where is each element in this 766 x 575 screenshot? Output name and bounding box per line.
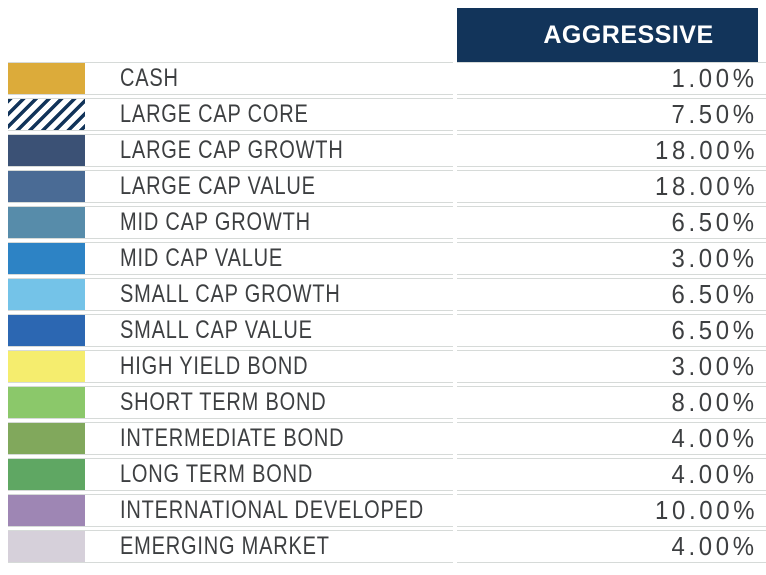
allocation-cell: 6.50% [457, 278, 766, 311]
asset-color-swatch [8, 531, 85, 562]
asset-color-swatch [8, 459, 85, 490]
allocation-cell: 4.00% [457, 422, 766, 455]
asset-label: LARGE CAP VALUE [120, 172, 316, 200]
asset-color-swatch [8, 423, 85, 454]
asset-allocation-value: 4.00% [671, 531, 758, 561]
asset-color-swatch [8, 207, 85, 238]
asset-allocation-value: 10.00% [654, 495, 758, 525]
asset-label: EMERGING MARKET [120, 532, 330, 560]
allocation-cell: 7.50% [457, 98, 766, 131]
asset-color-swatch [8, 99, 85, 130]
asset-label: HIGH YIELD BOND [120, 352, 309, 380]
asset-allocation-value: 18.00% [654, 135, 758, 165]
table-row: MID CAP VALUE 3.00% [0, 242, 766, 275]
table-row: LARGE CAP VALUE 18.00% [0, 170, 766, 203]
asset-allocation-value: 1.00% [671, 63, 758, 93]
allocation-cell: 1.00% [457, 62, 766, 95]
asset-allocation-value: 6.50% [671, 315, 758, 345]
allocation-cell: 10.00% [457, 494, 766, 527]
asset-label: CASH [120, 64, 179, 92]
table-row: HIGH YIELD BOND 3.00% [0, 350, 766, 383]
asset-allocation-value: 3.00% [671, 243, 758, 273]
asset-cell: MID CAP VALUE [8, 242, 453, 275]
column-header-label: AGGRESSIVE [543, 20, 714, 49]
asset-cell: LARGE CAP VALUE [8, 170, 453, 203]
allocation-cell: 3.00% [457, 242, 766, 275]
table-row: LARGE CAP CORE 7.50% [0, 98, 766, 131]
asset-allocation-value: 4.00% [671, 459, 758, 489]
asset-cell: MID CAP GROWTH [8, 206, 453, 239]
table-row: EMERGING MARKET 4.00% [0, 530, 766, 563]
table-row: LARGE CAP GROWTH 18.00% [0, 134, 766, 167]
table-row: CASH 1.00% [0, 62, 766, 95]
asset-label: INTERNATIONAL DEVELOPED [120, 496, 425, 524]
asset-cell: LARGE CAP GROWTH [8, 134, 453, 167]
allocation-cell: 4.00% [457, 458, 766, 491]
asset-cell: SMALL CAP GROWTH [8, 278, 453, 311]
asset-color-swatch [8, 135, 85, 166]
asset-cell: INTERNATIONAL DEVELOPED [8, 494, 453, 527]
asset-cell: LONG TERM BOND [8, 458, 453, 491]
asset-label: MID CAP GROWTH [120, 208, 311, 236]
table-row: MID CAP GROWTH 6.50% [0, 206, 766, 239]
table-row: SHORT TERM BOND 8.00% [0, 386, 766, 419]
asset-color-swatch [8, 63, 85, 94]
asset-label: INTERMEDIATE BOND [120, 424, 345, 452]
column-header-aggressive: AGGRESSIVE [457, 8, 758, 62]
asset-color-swatch [8, 495, 85, 526]
asset-label: MID CAP VALUE [120, 244, 284, 272]
asset-label: LARGE CAP GROWTH [120, 136, 344, 164]
table-row: INTERNATIONAL DEVELOPED 10.00% [0, 494, 766, 527]
allocation-cell: 3.00% [457, 350, 766, 383]
asset-cell: INTERMEDIATE BOND [8, 422, 453, 455]
asset-label: LARGE CAP CORE [120, 100, 309, 128]
asset-cell: LARGE CAP CORE [8, 98, 453, 131]
asset-allocation-value: 6.50% [671, 207, 758, 237]
asset-color-swatch [8, 279, 85, 310]
asset-label: SMALL CAP VALUE [120, 316, 313, 344]
allocation-cell: 6.50% [457, 206, 766, 239]
asset-cell: EMERGING MARKET [8, 530, 453, 563]
asset-color-swatch [8, 171, 85, 202]
asset-allocation-value: 6.50% [671, 279, 758, 309]
asset-color-swatch [8, 243, 85, 274]
asset-label: SHORT TERM BOND [120, 388, 327, 416]
asset-color-swatch [8, 315, 85, 346]
table-row: LONG TERM BOND 4.00% [0, 458, 766, 491]
allocation-cell: 6.50% [457, 314, 766, 347]
allocation-cell: 18.00% [457, 170, 766, 203]
asset-cell: CASH [8, 62, 453, 95]
table-row: SMALL CAP GROWTH 6.50% [0, 278, 766, 311]
table-row: INTERMEDIATE BOND 4.00% [0, 422, 766, 455]
asset-cell: SHORT TERM BOND [8, 386, 453, 419]
allocation-cell: 8.00% [457, 386, 766, 419]
asset-label: LONG TERM BOND [120, 460, 314, 488]
asset-allocation-value: 8.00% [671, 387, 758, 417]
asset-allocation-value: 3.00% [671, 351, 758, 381]
allocation-rows: CASH 1.00% LARGE CAP CORE 7.50% LARGE CA… [0, 62, 766, 563]
table-row: SMALL CAP VALUE 6.50% [0, 314, 766, 347]
asset-allocation-value: 7.50% [671, 99, 758, 129]
asset-label: SMALL CAP GROWTH [120, 280, 341, 308]
asset-color-swatch [8, 351, 85, 382]
asset-cell: SMALL CAP VALUE [8, 314, 453, 347]
asset-allocation-value: 18.00% [654, 171, 758, 201]
allocation-cell: 18.00% [457, 134, 766, 167]
asset-cell: HIGH YIELD BOND [8, 350, 453, 383]
allocation-cell: 4.00% [457, 530, 766, 563]
asset-color-swatch [8, 387, 85, 418]
asset-allocation-value: 4.00% [671, 423, 758, 453]
